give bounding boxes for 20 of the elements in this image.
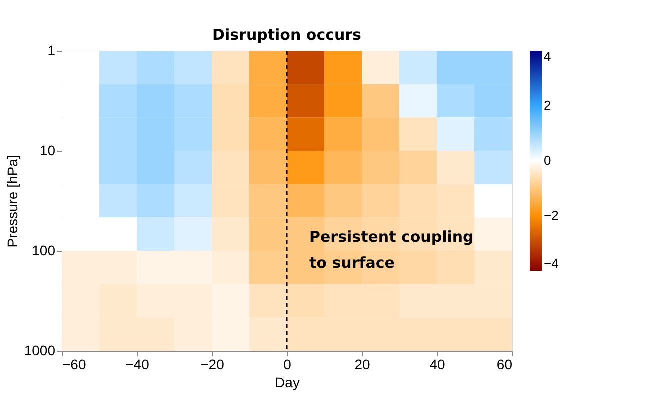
y-tick-label: 1000 <box>24 342 56 358</box>
y-tick-label: 1 <box>48 42 56 58</box>
annotation: Disruption occurs <box>212 26 362 44</box>
color-bar-label: 0 <box>544 153 552 168</box>
color-bar-label: 4 <box>544 49 552 64</box>
x-axis-title: Day <box>275 374 300 390</box>
x-tick-label: −60 <box>62 356 86 372</box>
color-bar-label: −4 <box>544 256 559 271</box>
x-tick-label: 40 <box>430 356 446 372</box>
x-tick-label: −40 <box>126 356 150 372</box>
x-tick-label: 0 <box>284 356 292 372</box>
x-tick-label: −20 <box>200 356 225 372</box>
y-tick-label: 100 <box>32 242 56 258</box>
y-axis-title: Pressure [hPa] <box>4 155 20 248</box>
annotation: Persistent coupling to surface <box>310 228 474 272</box>
color-bar-label: −2 <box>544 208 559 223</box>
x-tick-label: 60 <box>496 356 513 372</box>
x-tick-label: 20 <box>354 356 370 372</box>
y-tick-label: 10 <box>40 142 56 158</box>
color-bar-label: 2 <box>544 98 552 113</box>
